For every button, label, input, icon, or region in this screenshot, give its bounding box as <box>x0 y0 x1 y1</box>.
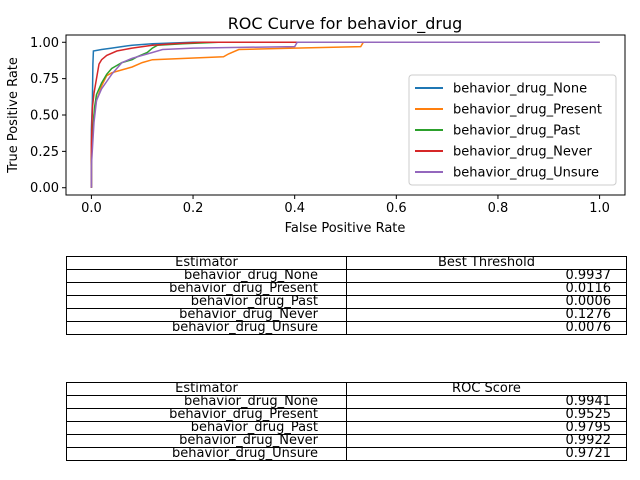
roc-score-table: Estimator ROC Score behavior_drug_None 0… <box>66 382 627 461</box>
header-roc-score: ROC Score <box>346 382 627 396</box>
table-header-row: Estimator ROC Score <box>66 382 627 396</box>
chart-title: ROC Curve for behavior_drug <box>228 14 463 34</box>
x-tick-label: 0.6 <box>386 201 407 216</box>
estimator-cell: behavior_drug_Past <box>66 421 347 435</box>
table-row: behavior_drug_Past 0.0006 <box>66 295 627 309</box>
estimator-cell: behavior_drug_Unsure <box>66 321 347 335</box>
roc-score-cell: 0.9525 <box>346 408 627 422</box>
roc-score-cell: 0.9795 <box>346 421 627 435</box>
y-tick-label: 0.75 <box>30 72 59 87</box>
table-row: behavior_drug_Present 0.0116 <box>66 282 627 296</box>
legend-label: behavior_drug_Past <box>453 124 580 139</box>
table-header-row: Estimator Best Threshold <box>66 256 627 270</box>
threshold-cell: 0.0076 <box>346 321 627 335</box>
roc-score-cell: 0.9721 <box>346 447 627 461</box>
y-tick-label: 0.50 <box>30 109 59 124</box>
estimator-cell: behavior_drug_Present <box>66 408 347 422</box>
table-row: behavior_drug_None 0.9937 <box>66 269 627 283</box>
plot-area <box>90 41 600 188</box>
legend-label: behavior_drug_Unsure <box>453 166 599 181</box>
header-estimator: Estimator <box>66 382 347 396</box>
x-axis-label: False Positive Rate <box>285 221 406 236</box>
x-tick-label: 0.0 <box>81 201 102 216</box>
threshold-cell: 0.9937 <box>346 269 627 283</box>
legend-box <box>408 74 617 186</box>
header-estimator: Estimator <box>66 256 347 270</box>
estimator-cell: behavior_drug_Never <box>66 308 347 322</box>
estimator-cell: behavior_drug_None <box>66 269 347 283</box>
x-tick-label: 1.0 <box>589 201 610 216</box>
x-tick-label: 0.2 <box>183 201 204 216</box>
legend-label: behavior_drug_None <box>453 82 587 97</box>
best-threshold-table: Estimator Best Threshold behavior_drug_N… <box>66 256 627 335</box>
threshold-cell: 0.0116 <box>346 282 627 296</box>
threshold-cell: 0.0006 <box>346 295 627 309</box>
legend-label: behavior_drug_Never <box>453 145 593 160</box>
estimator-cell: behavior_drug_Past <box>66 295 347 309</box>
table-row: behavior_drug_None 0.9941 <box>66 395 627 409</box>
y-tick-label: 1.00 <box>30 36 59 51</box>
estimator-cell: behavior_drug_None <box>66 395 347 409</box>
threshold-cell: 0.1276 <box>346 308 627 322</box>
y-tick-label: 0.25 <box>30 145 59 160</box>
series-line-behavior-drug-never <box>90 41 600 188</box>
y-axis-label: True Positive Rate <box>6 57 21 174</box>
x-tick-label: 0.4 <box>284 201 305 216</box>
table-row: behavior_drug_Unsure 0.9721 <box>66 447 627 461</box>
header-best-threshold: Best Threshold <box>346 256 627 270</box>
y-tick-label: 0.00 <box>30 181 59 196</box>
y-axis-ticks: 0.00 0.25 0.50 0.75 1.00 <box>30 36 66 196</box>
x-tick-label: 0.8 <box>488 201 509 216</box>
estimator-cell: behavior_drug_Never <box>66 434 347 448</box>
estimator-cell: behavior_drug_Unsure <box>66 447 347 461</box>
series-line-behavior-drug-unsure <box>90 41 600 188</box>
chart-legend: behavior_drug_None behavior_drug_Presentb… <box>408 74 617 186</box>
x-axis-ticks: 0.0 0.2 0.4 0.6 0.8 1.0 <box>81 195 610 216</box>
table-row: behavior_drug_Never 0.1276 <box>66 308 627 322</box>
roc-score-cell: 0.9941 <box>346 395 627 409</box>
table-row: behavior_drug_Unsure 0.0076 <box>66 321 627 335</box>
legend-label: behavior_drug_Present <box>453 103 602 118</box>
roc-score-cell: 0.9922 <box>346 434 627 448</box>
estimator-cell: behavior_drug_Present <box>66 282 347 296</box>
table-row: behavior_drug_Past 0.9795 <box>66 421 627 435</box>
table-row: behavior_drug_Present 0.9525 <box>66 408 627 422</box>
table-row: behavior_drug_Never 0.9922 <box>66 434 627 448</box>
